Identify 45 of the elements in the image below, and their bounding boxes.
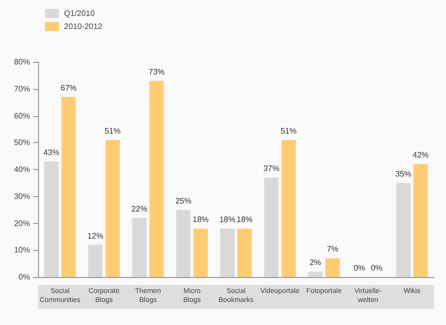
- y-tick-label: 80%: [14, 58, 30, 66]
- bar: [396, 182, 411, 277]
- bar: [281, 140, 296, 277]
- text: 0%: [354, 264, 366, 272]
- text: 35%: [395, 169, 412, 178]
- y-tick-label: 30%: [14, 192, 30, 201]
- bar: [149, 80, 164, 277]
- bar: [88, 244, 103, 277]
- bar: [220, 228, 235, 277]
- text: 12%: [87, 231, 104, 240]
- y-tick-label: 20%: [14, 218, 30, 228]
- text: 18%: [236, 215, 253, 224]
- bar: [237, 228, 252, 277]
- y-tick-label: 10%: [14, 246, 30, 255]
- y-tick-label: 60%: [14, 111, 30, 120]
- bar: [264, 178, 279, 277]
- bar: [105, 140, 120, 277]
- text: 7%: [326, 244, 338, 254]
- text: 25%: [175, 196, 192, 206]
- y-tick-label: 0%: [18, 272, 30, 282]
- bar: [413, 164, 428, 277]
- bar: [308, 272, 323, 277]
- bar: [61, 96, 76, 277]
- bar: [132, 218, 147, 277]
- text: 0%: [370, 264, 382, 272]
- text: 18%: [192, 215, 209, 224]
- text: 51%: [280, 126, 297, 136]
- text: 43%: [43, 148, 60, 157]
- y-tick-label: 50%: [14, 138, 30, 148]
- text: 67%: [60, 83, 77, 92]
- y-tick-label: 70%: [14, 84, 30, 94]
- bar: [44, 161, 59, 277]
- legend-label: 2010-2012: [64, 22, 103, 31]
- text: 73%: [148, 67, 165, 76]
- text: 18%: [219, 215, 236, 224]
- y-tick-label: 40%: [14, 165, 30, 174]
- legend-label: Q1/2010: [64, 9, 96, 18]
- bar: [193, 228, 208, 277]
- bar: [325, 258, 340, 277]
- text: 37%: [263, 164, 280, 174]
- text: 51%: [104, 126, 121, 136]
- bar: [176, 210, 191, 277]
- text: 2%: [310, 258, 322, 268]
- text: 22%: [131, 204, 148, 214]
- text: 42%: [412, 150, 429, 160]
